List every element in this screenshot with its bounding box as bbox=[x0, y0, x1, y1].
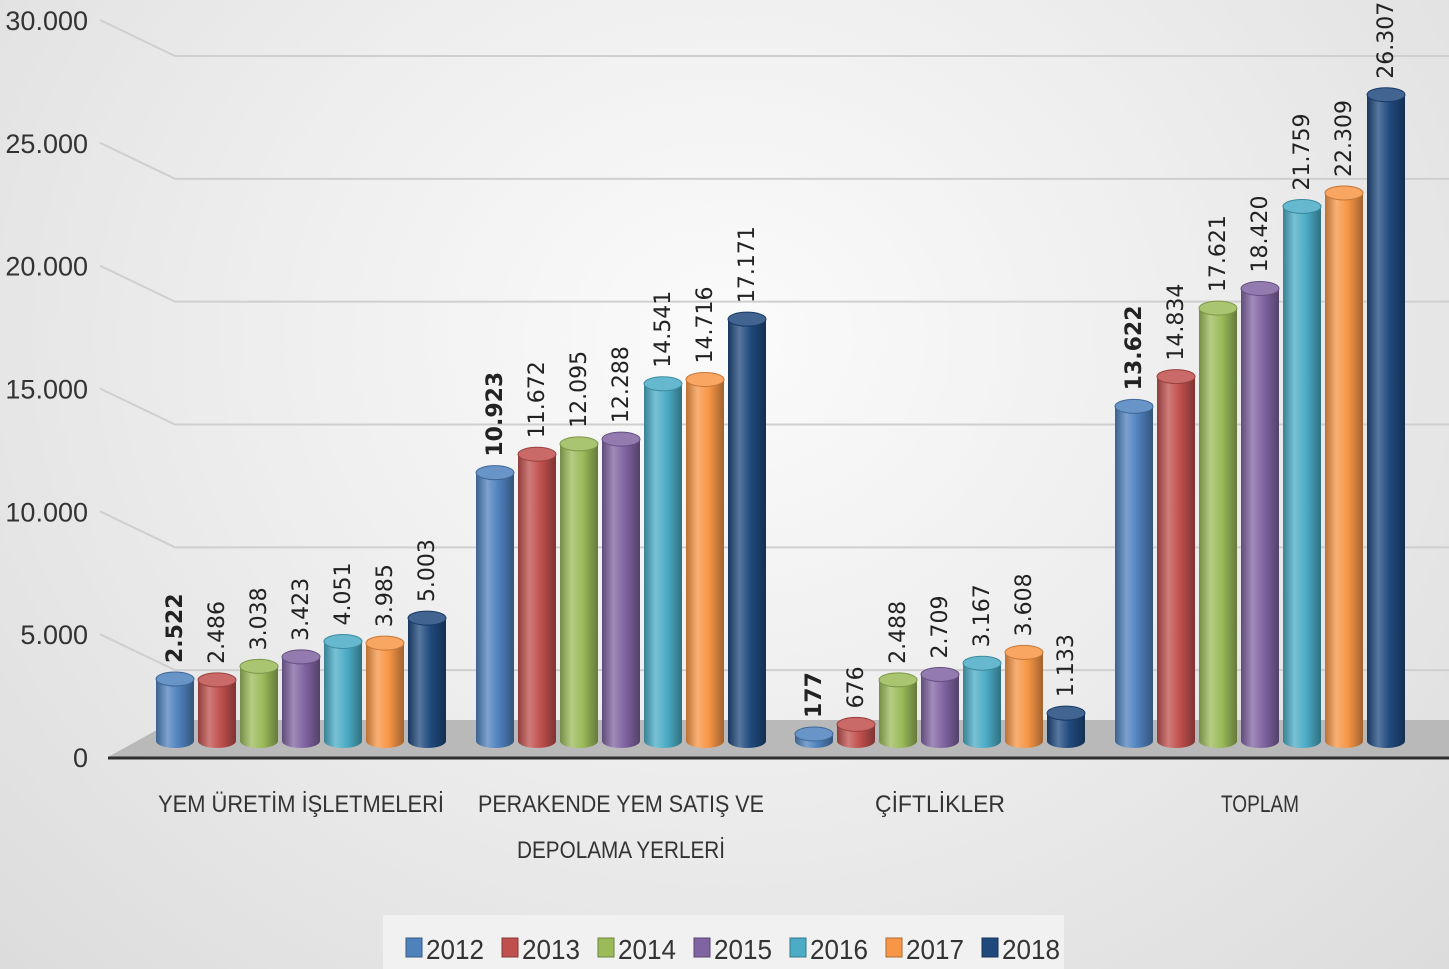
bar bbox=[281, 649, 321, 748]
y-tick-label: 0 bbox=[73, 743, 88, 773]
bar bbox=[559, 436, 599, 748]
data-label: 12.095 bbox=[567, 351, 592, 428]
bar bbox=[920, 666, 960, 748]
bar bbox=[1156, 369, 1196, 748]
data-label: 3.608 bbox=[1012, 573, 1037, 636]
legend: 2012 2013 2014 2015 2016 2017 2018 bbox=[383, 915, 1064, 969]
category-label: DEPOLAMA YERLERİ bbox=[517, 837, 725, 864]
bar bbox=[1114, 398, 1154, 748]
gridline bbox=[99, 19, 1449, 57]
bar bbox=[1282, 198, 1322, 748]
gridline bbox=[99, 141, 1449, 180]
bar bbox=[836, 716, 876, 748]
data-label: 13.622 bbox=[1122, 305, 1147, 390]
data-label: 10.923 bbox=[483, 372, 508, 457]
bar bbox=[407, 610, 447, 748]
legend-label: 2013 bbox=[522, 934, 580, 965]
bar bbox=[1366, 87, 1406, 748]
legend-label: 2015 bbox=[714, 934, 772, 965]
data-label: 17.621 bbox=[1206, 215, 1231, 292]
y-tick-label: 10.000 bbox=[5, 497, 88, 527]
legend-item: 2012 bbox=[405, 934, 484, 965]
bar bbox=[1004, 644, 1044, 748]
data-label: 3.423 bbox=[289, 578, 314, 641]
data-label: 22.309 bbox=[1332, 100, 1357, 177]
data-label: 17.171 bbox=[735, 226, 760, 303]
bar bbox=[323, 633, 363, 748]
bar bbox=[517, 446, 557, 748]
bar bbox=[1324, 185, 1364, 748]
category-label: PERAKENDE YEM SATIŞ VE bbox=[478, 791, 764, 818]
legend-label: 2017 bbox=[906, 934, 964, 965]
data-label: 21.759 bbox=[1290, 113, 1315, 190]
bar bbox=[878, 672, 918, 748]
bar bbox=[643, 376, 683, 748]
data-label: 3.167 bbox=[970, 584, 995, 647]
y-tick-label: 20.000 bbox=[5, 252, 88, 282]
legend-item: 2017 bbox=[885, 934, 964, 965]
y-axis: 0 5.000 10.000 15.000 20.000 25.000 30.000 bbox=[5, 6, 88, 773]
legend-item: 2014 bbox=[597, 934, 676, 965]
y-tick-label: 5.000 bbox=[20, 620, 88, 650]
bar bbox=[1046, 705, 1086, 748]
bar bbox=[155, 671, 195, 748]
data-label: 14.834 bbox=[1164, 284, 1189, 361]
bar bbox=[239, 658, 279, 748]
data-label: 3.038 bbox=[247, 587, 272, 650]
bar bbox=[1198, 300, 1238, 748]
gridline bbox=[99, 387, 1449, 426]
data-label: 2.486 bbox=[205, 601, 230, 664]
bar bbox=[685, 371, 725, 748]
data-label: 3.985 bbox=[373, 564, 398, 627]
legend-label: 2018 bbox=[1002, 934, 1060, 965]
category-label: YEM ÜRETİM İŞLETMELERİ bbox=[158, 791, 444, 818]
bar bbox=[727, 311, 767, 748]
legend-item: 2015 bbox=[693, 934, 772, 965]
legend-item: 2013 bbox=[501, 934, 580, 965]
data-labels: 2.522 2.486 3.038 3.423 4.051 3.985 5.003 10.92… bbox=[163, 2, 1399, 718]
legend-label: 2016 bbox=[810, 934, 868, 965]
gridline bbox=[99, 510, 1449, 549]
bar bbox=[601, 431, 641, 748]
data-label: 1.133 bbox=[1054, 634, 1079, 697]
data-label: 2.488 bbox=[886, 601, 911, 664]
data-label: 2.522 bbox=[163, 593, 188, 663]
data-label: 18.420 bbox=[1248, 195, 1273, 272]
data-label: 4.051 bbox=[331, 562, 356, 625]
y-tick-label: 25.000 bbox=[5, 129, 88, 159]
bar bbox=[794, 726, 834, 748]
category-label: ÇİFTLİKLER bbox=[875, 791, 1005, 818]
gridline bbox=[99, 264, 1449, 303]
data-label: 676 bbox=[844, 666, 869, 708]
data-label: 14.541 bbox=[651, 291, 676, 368]
data-label: 2.709 bbox=[928, 595, 953, 658]
bar bbox=[475, 465, 515, 748]
data-label: 12.288 bbox=[609, 346, 634, 423]
x-axis: YEM ÜRETİM İŞLETMELERİ PERAKENDE YEM SATI… bbox=[158, 791, 1299, 864]
y-tick-label: 30.000 bbox=[5, 6, 88, 36]
data-label: 11.672 bbox=[525, 361, 550, 438]
data-label: 5.003 bbox=[415, 539, 440, 602]
bar bbox=[962, 655, 1002, 748]
category-label: TOPLAM bbox=[1221, 791, 1299, 818]
y-tick-label: 15.000 bbox=[5, 375, 88, 405]
bar bbox=[365, 635, 405, 748]
plot-bars bbox=[155, 87, 1406, 748]
legend-item: 2016 bbox=[789, 934, 868, 965]
legend-label: 2012 bbox=[426, 934, 484, 965]
data-label: 14.716 bbox=[693, 286, 718, 363]
legend-box bbox=[383, 915, 1064, 969]
legend-item: 2018 bbox=[981, 934, 1060, 965]
legend-label: 2014 bbox=[618, 934, 676, 965]
data-label: 177 bbox=[802, 672, 827, 718]
data-label: 26.307 bbox=[1374, 2, 1399, 79]
bar bbox=[1240, 280, 1280, 748]
bar bbox=[197, 672, 237, 748]
